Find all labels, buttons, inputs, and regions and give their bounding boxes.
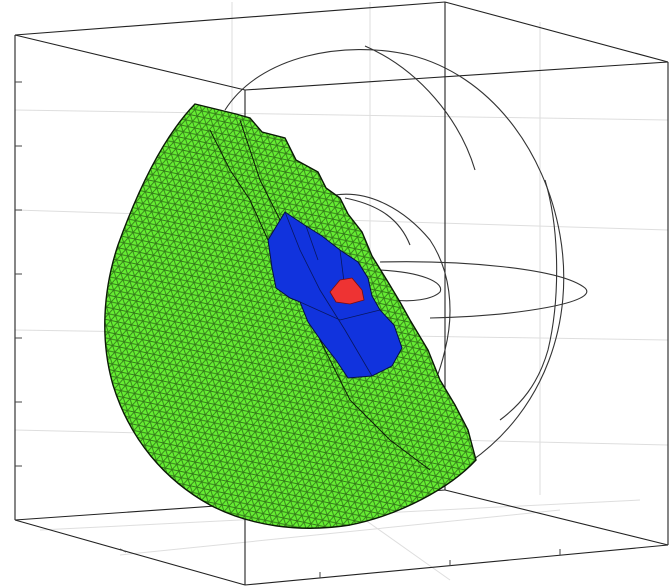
axis-ticks — [15, 81, 561, 578]
inner-region — [329, 277, 365, 305]
outer-region — [104, 103, 477, 529]
